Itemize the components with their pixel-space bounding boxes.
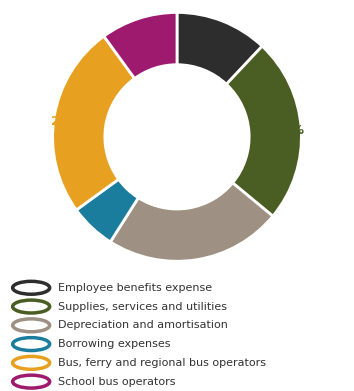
Wedge shape <box>177 13 262 84</box>
Wedge shape <box>110 183 273 261</box>
Wedge shape <box>76 179 138 242</box>
Text: School bus operators: School bus operators <box>58 377 176 387</box>
Text: Supplies, services and utilities: Supplies, services and utilities <box>58 301 227 312</box>
Wedge shape <box>53 36 135 210</box>
Text: Borrowing expenses: Borrowing expenses <box>58 339 171 349</box>
Wedge shape <box>227 46 301 216</box>
Text: 10%: 10% <box>117 38 147 51</box>
Text: Employee benefits expense: Employee benefits expense <box>58 283 212 293</box>
Text: 23%: 23% <box>177 226 207 239</box>
Text: 25%: 25% <box>51 115 81 128</box>
Text: 24%: 24% <box>274 124 304 137</box>
Text: 6%: 6% <box>90 201 110 214</box>
Text: Depreciation and amortisation: Depreciation and amortisation <box>58 320 228 330</box>
Wedge shape <box>104 13 177 79</box>
Text: 12%: 12% <box>213 40 243 53</box>
Text: Bus, ferry and regional bus operators: Bus, ferry and regional bus operators <box>58 358 266 368</box>
